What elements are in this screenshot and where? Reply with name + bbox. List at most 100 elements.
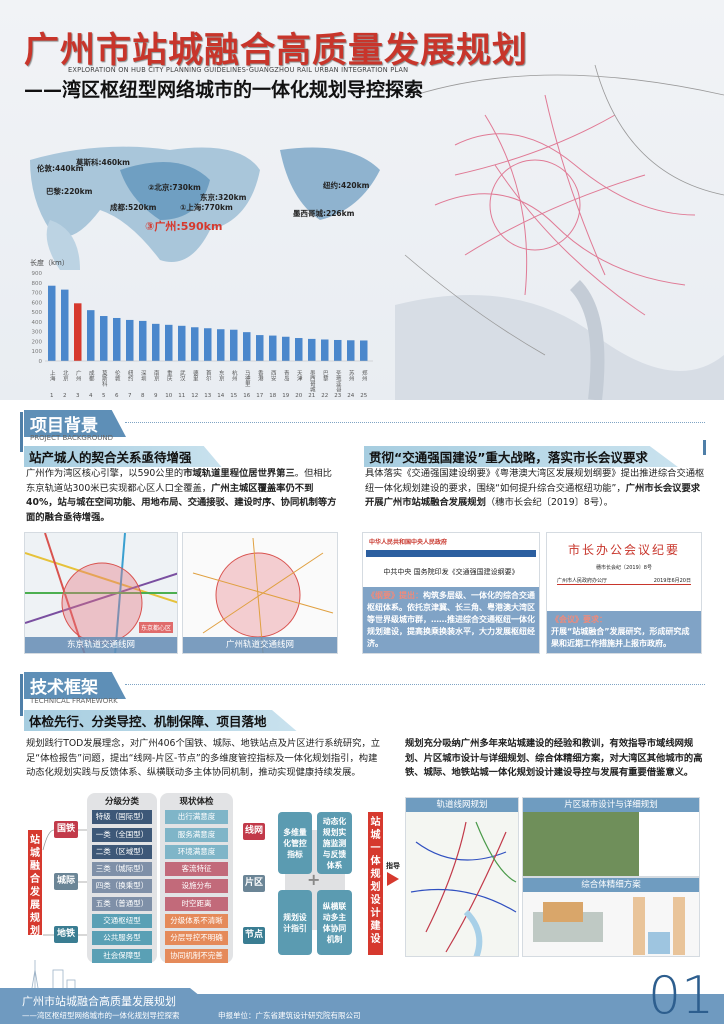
page-subtitle: ——湾区枢纽型网络城市的一体化规划导控探索: [24, 79, 424, 101]
x-tick-label: 青岛: [283, 369, 290, 383]
rank-label: 25: [360, 393, 367, 399]
health-check-item: 环境满意度: [165, 844, 228, 859]
footer-tab: [0, 988, 200, 996]
y-tick-label: 500: [32, 310, 43, 316]
divider: [125, 684, 705, 685]
map-label-chengdu: 成都:520km: [110, 203, 157, 212]
image-caption: 轨道线网规划: [406, 798, 518, 812]
rank-label: 8: [141, 393, 145, 399]
rank-label: 7: [128, 393, 132, 399]
arrow-right-icon: [387, 872, 399, 886]
bar-14: [217, 329, 225, 361]
map-label-shanghai: ①上海:770km: [180, 203, 233, 212]
x-tick-label: 武汉: [179, 369, 186, 383]
rank-label: 18: [269, 393, 276, 399]
site-name: 中华人民共和国中央人民政府: [369, 539, 448, 546]
bar-6: [113, 317, 121, 361]
bar-18: [269, 335, 277, 361]
bar-25: [360, 340, 368, 361]
bar-22: [321, 339, 329, 361]
classification-item: 五类（普通型）: [92, 896, 152, 911]
minutes-title: 市长办公会议纪要: [567, 543, 680, 557]
page-number: 01: [648, 966, 715, 1026]
map-label-tokyo: 东京:320km: [200, 193, 247, 202]
classification-item: 三类（城际型）: [92, 862, 152, 877]
health-check-item: 分级体系不清晰: [165, 914, 228, 929]
health-check-item: 时空距离: [165, 896, 228, 911]
box-dynamic-monitoring: 动态化规划实施监测与反馈体系: [317, 812, 352, 874]
rank-label: 9: [154, 393, 158, 399]
guangzhou-rail-map-image: 广州轨道交通线网: [182, 532, 338, 654]
rank-label: 5: [102, 393, 106, 399]
image-caption: 广州轨道交通线网: [183, 637, 337, 653]
rank-label: 10: [165, 393, 172, 399]
framework-right-text: 规划充分吸纳广州多年来站城建设的经验和教训，有效指导市域线网规划、片区城市设计与…: [405, 738, 703, 778]
type-metro: 地铁: [54, 926, 78, 943]
x-tick-label: 上海: [49, 369, 56, 383]
box-design-guidance: 规划设计指引: [278, 890, 312, 955]
health-check-item: 协同机制不完善: [165, 948, 228, 963]
y-tick-label: 300: [32, 330, 43, 336]
outline-note: 《纲要》提出：构筑多层级、一体化的综合交通枢纽体系。依托京津冀、长三角、粤港澳大…: [363, 587, 539, 653]
footer-subtitle: ——湾区枢纽型网络城市的一体化规划导控探索: [22, 1011, 180, 1020]
x-tick-label: 东京: [218, 369, 225, 383]
tokyo-core-tag: 东京都心区: [138, 622, 173, 633]
x-tick-label: 郑州: [361, 369, 368, 382]
meeting-minutes-image: 市长办公会议纪要 穗市长会纪〔2019〕8号 广州市人民政府办公厅 2019年6月…: [546, 532, 702, 654]
rank-label: 1: [50, 393, 54, 399]
map-label-beijing: ②北京:730km: [148, 183, 201, 192]
state-council-webpage-image: 中华人民共和国中央人民政府 中共中央 国务院印发《交通强国建设纲要》 《纲要》提…: [362, 532, 540, 654]
column-header: 分级分类: [104, 797, 139, 807]
rank-label: 22: [321, 393, 328, 399]
doc-headline: 中共中央 国务院印发《交通强国建设纲要》: [383, 568, 519, 576]
rank-label: 19: [282, 393, 289, 399]
footer-title: 广州市站城融合高质量发展规划: [22, 995, 176, 1008]
rank-label: 24: [347, 393, 354, 399]
bar-3: [74, 303, 82, 361]
accent-bar: [703, 440, 706, 455]
framework-diagram: 站城融合发展规划 国铁 城际 地铁 分级分类 特级（国际型） 一类（全国型） 二类（…: [0, 790, 400, 965]
x-tick-label: 德里: [192, 369, 199, 382]
rank-label: 14: [217, 393, 224, 399]
box-control-indicators: 多维量化管控指标: [278, 812, 312, 874]
x-tick-label: 首尔: [205, 369, 212, 382]
bar-11: [178, 325, 186, 361]
x-tick-label: 天津: [296, 370, 303, 383]
classification-item: 特级（国际型）: [92, 810, 152, 825]
x-tick-label: 广州: [75, 369, 82, 382]
world-map: [30, 146, 380, 270]
subheading-framework: 体检先行、分类导控、机制保障、项目落地: [24, 710, 297, 731]
rank-label: 6: [115, 393, 119, 399]
health-check-item: 客流特征: [165, 862, 228, 877]
rank-label: 4: [89, 393, 93, 399]
section-heading-en: PROJECT BACKGROUND: [30, 434, 113, 442]
bar-17: [256, 335, 264, 361]
section-heading-framework: 技术框架: [24, 672, 126, 699]
bar-19: [282, 336, 290, 361]
x-tick-label: 伦敦: [114, 369, 121, 383]
health-check-column: 现状体检 出行满意度 服务满意度 环境满意度 客流特征 设施分布 时空距离 分级体系不清晰分…: [160, 793, 233, 963]
image-caption: 片区城市设计与详细规划: [523, 798, 699, 812]
bar-7: [126, 319, 134, 361]
x-tick-label: 马德里: [244, 369, 251, 387]
y-tick-label: 400: [32, 320, 43, 326]
y-tick-label: 800: [32, 281, 43, 287]
health-check-item: 服务满意度: [165, 827, 228, 842]
rank-label: 15: [230, 393, 237, 399]
bar-9: [152, 323, 160, 361]
map-label-london: 伦敦:440km: [37, 164, 84, 173]
page-title: 广州市站城融合高质量发展规划: [24, 31, 529, 71]
rank-label: 2: [63, 393, 67, 399]
bar-10: [165, 324, 173, 361]
x-tick-label: 墨西哥城: [309, 370, 316, 394]
rank-label: 13: [204, 393, 211, 399]
y-tick-label: 700: [32, 291, 43, 297]
classification-item: 交通枢纽型: [92, 914, 152, 929]
bar-1: [48, 285, 56, 361]
x-tick-label: 西安: [270, 370, 277, 383]
type-intercity: 城际: [54, 873, 78, 890]
minutes-org: 广州市人民政府办公厅: [557, 578, 608, 584]
footer-applicant: 申报单位：广东省建筑设计研究院有限公司: [218, 1011, 361, 1020]
image-caption: 综合体精细方案: [523, 878, 699, 892]
y-tick-label: 900: [32, 271, 43, 277]
